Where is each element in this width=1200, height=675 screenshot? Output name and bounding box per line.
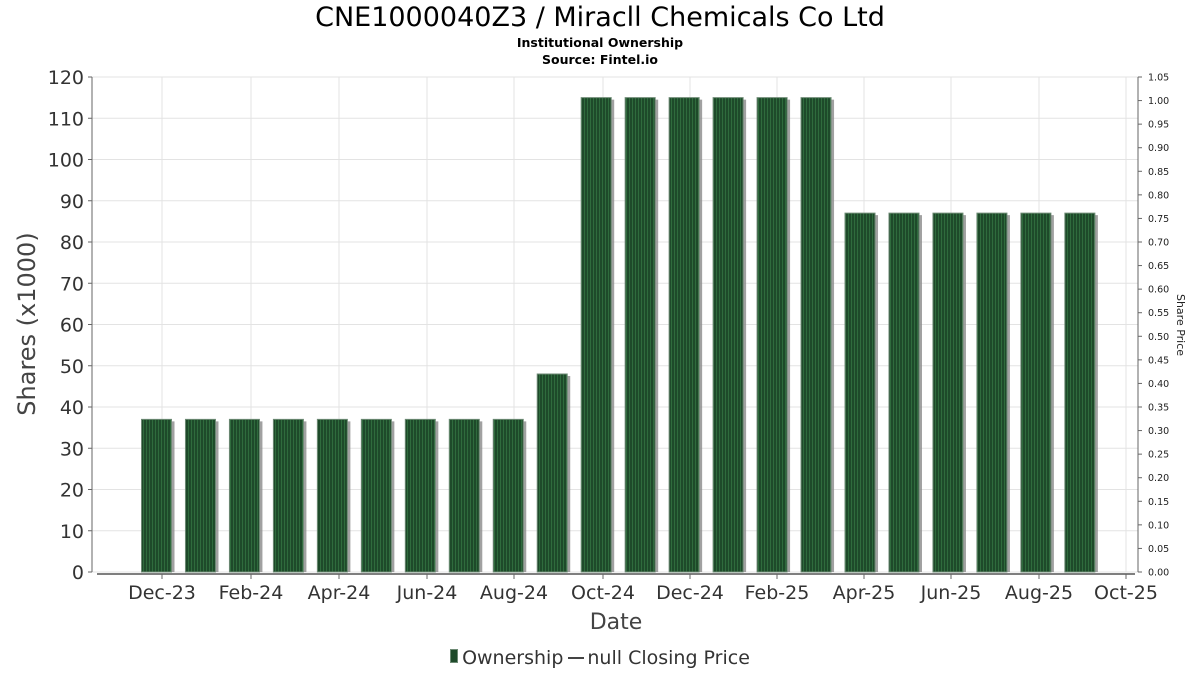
legend-ownership-swatch xyxy=(450,649,459,663)
y2-tick-label: 0.55 xyxy=(1148,308,1169,319)
y2-tick-label: 0.20 xyxy=(1148,473,1169,484)
y2-tick-label: 0.80 xyxy=(1148,190,1169,201)
y2-tick-label: 0.95 xyxy=(1148,120,1169,131)
y-tick-label: 100 xyxy=(48,150,84,172)
y2-tick-label: 0.25 xyxy=(1148,450,1169,461)
x-tick-label: Jun-24 xyxy=(396,582,458,604)
y-tick-label: 0 xyxy=(72,562,84,584)
y-axis-title: Shares (x1000) xyxy=(13,232,41,415)
ownership-bar xyxy=(316,418,348,573)
chart-title: CNE1000040Z3 / Miracll Chemicals Co Ltd xyxy=(315,2,885,33)
x-tick-label: Oct-25 xyxy=(1094,582,1158,604)
chart-legend: Ownership null Closing Price xyxy=(0,647,1200,669)
y2-tick-label: 0.40 xyxy=(1148,379,1169,390)
ownership-bar xyxy=(360,418,392,573)
x-axis-title: Date xyxy=(590,610,643,635)
y2-tick-label: 0.45 xyxy=(1148,355,1169,366)
ownership-bar xyxy=(448,418,480,573)
x-tick-label: Feb-24 xyxy=(219,582,284,604)
x-tick-label: Oct-24 xyxy=(571,582,635,604)
legend-ownership-label: Ownership xyxy=(462,647,564,669)
ownership-bar xyxy=(272,418,304,573)
y-tick-label: 120 xyxy=(48,67,84,89)
ownership-bar xyxy=(141,418,172,573)
x-tick-label: Dec-23 xyxy=(128,582,196,604)
y-tick-label: 20 xyxy=(60,480,84,502)
legend-price-line xyxy=(568,657,585,659)
legend-price-label: null Closing Price xyxy=(587,647,750,669)
ownership-bar xyxy=(404,418,436,573)
y2-tick-label: 0.50 xyxy=(1148,332,1169,343)
ownership-bar xyxy=(712,97,744,573)
y2-tick-label: 0.30 xyxy=(1148,426,1169,437)
y-tick-label: 40 xyxy=(60,397,84,419)
x-tick-label: Aug-24 xyxy=(480,582,548,604)
x-tick-label: Apr-25 xyxy=(833,582,896,604)
ownership-bar xyxy=(184,418,216,573)
ownership-bar xyxy=(668,97,700,573)
y2-tick-label: 0.75 xyxy=(1148,214,1169,225)
x-tick-label: Feb-25 xyxy=(745,582,810,604)
y-tick-label: 90 xyxy=(60,191,84,213)
y2-axis-title: Share Price xyxy=(1174,294,1187,356)
y2-tick-label: 0.60 xyxy=(1148,285,1169,296)
ownership-bar xyxy=(756,97,788,573)
x-tick-label: Dec-24 xyxy=(656,582,724,604)
ownership-bar xyxy=(492,418,524,573)
chart-subtitle: Institutional Ownership xyxy=(516,35,684,50)
ownership-bar xyxy=(1020,212,1052,573)
ownership-bar xyxy=(536,373,568,573)
y2-tick-label: 0.65 xyxy=(1148,261,1169,272)
y2-tick-label: 1.00 xyxy=(1148,96,1169,107)
ownership-bar xyxy=(228,418,260,573)
ownership-bar xyxy=(580,97,612,573)
x-tick-label: Apr-24 xyxy=(308,582,371,604)
y2-tick-label: 0.00 xyxy=(1148,568,1169,579)
y2-tick-label: 0.05 xyxy=(1148,544,1169,555)
y-tick-label: 60 xyxy=(60,315,84,337)
y-tick-label: 80 xyxy=(60,232,84,254)
ownership-bar xyxy=(1064,212,1096,573)
y2-tick-label: 0.85 xyxy=(1148,167,1169,178)
y-tick-label: 110 xyxy=(48,108,84,130)
chart-source: Source: Fintel.io xyxy=(542,52,658,67)
y2-tick-label: 0.35 xyxy=(1148,403,1169,414)
y2-tick-label: 0.90 xyxy=(1148,143,1169,154)
ownership-bar xyxy=(624,97,656,573)
y-tick-label: 30 xyxy=(60,438,84,460)
y-tick-label: 70 xyxy=(60,273,84,295)
y-tick-label: 10 xyxy=(60,521,84,543)
x-tick-label: Aug-25 xyxy=(1005,582,1073,604)
y2-tick-label: 1.05 xyxy=(1148,73,1169,84)
ownership-bar xyxy=(976,212,1008,573)
ownership-bar xyxy=(932,212,964,573)
ownership-bar xyxy=(800,97,832,573)
y2-tick-label: 0.10 xyxy=(1148,520,1169,531)
ownership-bar xyxy=(844,212,876,573)
x-tick-label: Jun-25 xyxy=(920,582,982,604)
ownership-bar xyxy=(888,212,920,573)
y-tick-label: 50 xyxy=(60,356,84,378)
y2-tick-label: 0.70 xyxy=(1148,238,1169,249)
y2-tick-label: 0.15 xyxy=(1148,497,1169,508)
